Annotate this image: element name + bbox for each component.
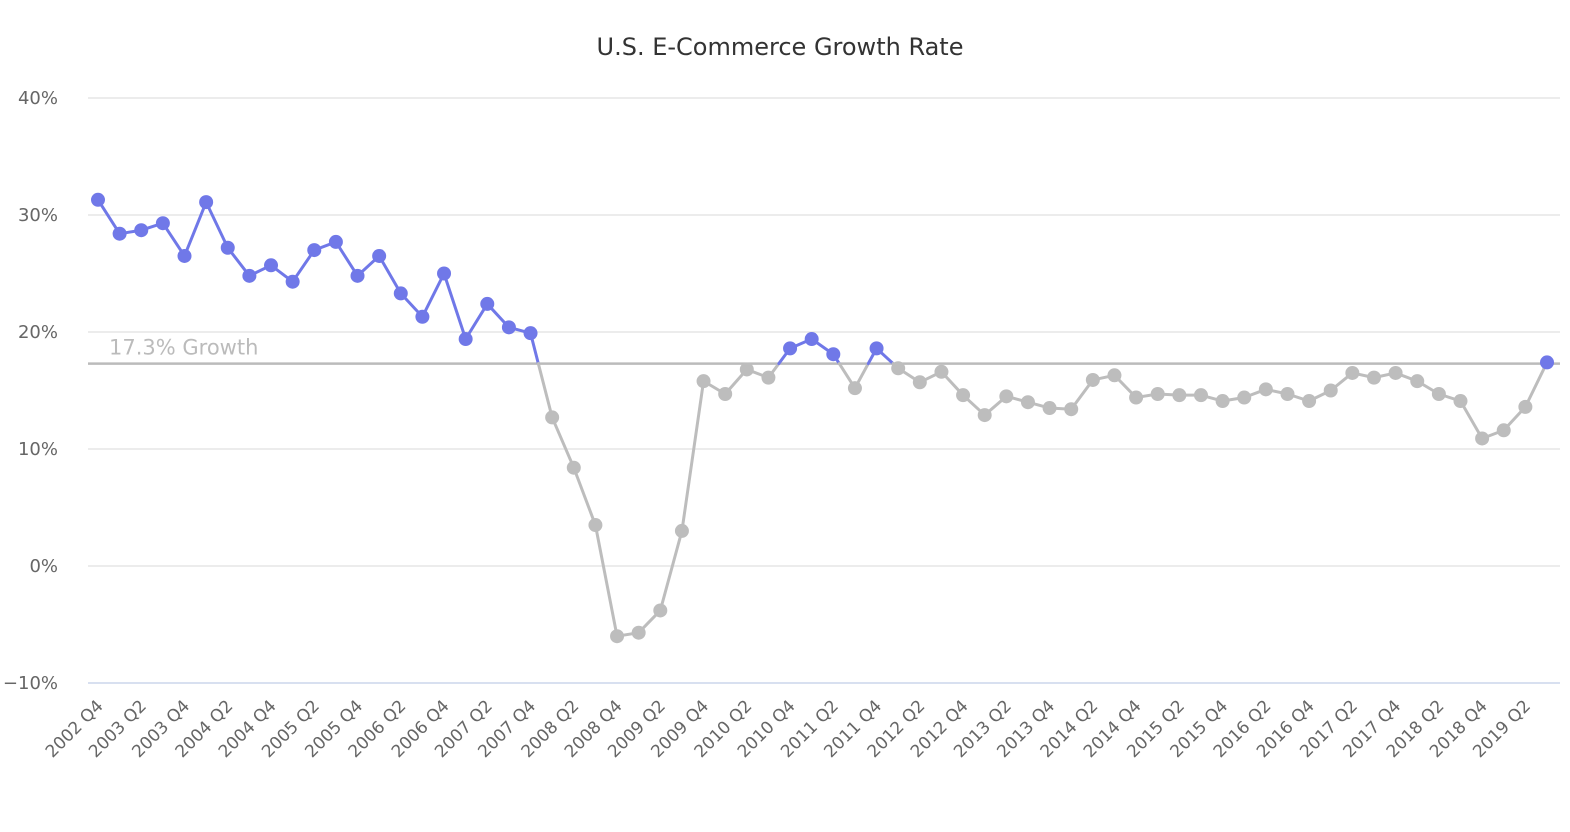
- series-points: [91, 192, 1554, 644]
- data-point[interactable]: [653, 603, 668, 618]
- data-point[interactable]: [1258, 382, 1273, 397]
- data-point[interactable]: [1453, 394, 1468, 409]
- series-segment: [572, 466, 597, 527]
- series-segment: [658, 529, 684, 612]
- data-point[interactable]: [1323, 383, 1338, 398]
- data-point[interactable]: [1410, 374, 1425, 389]
- series-segment: [377, 254, 403, 295]
- data-point[interactable]: [220, 240, 235, 255]
- data-point[interactable]: [372, 248, 387, 263]
- data-point[interactable]: [566, 460, 581, 475]
- data-point[interactable]: [393, 286, 408, 301]
- data-point[interactable]: [1280, 387, 1295, 402]
- data-point[interactable]: [718, 387, 733, 402]
- data-point[interactable]: [501, 320, 516, 335]
- data-point[interactable]: [631, 625, 646, 640]
- series-segment: [420, 272, 446, 319]
- data-point[interactable]: [696, 374, 711, 389]
- data-point[interactable]: [1042, 401, 1057, 416]
- data-point[interactable]: [1475, 431, 1490, 446]
- reference-line-label: 17.3% Growth: [109, 336, 258, 360]
- data-point[interactable]: [674, 523, 689, 538]
- data-point[interactable]: [1431, 387, 1446, 402]
- data-point[interactable]: [523, 326, 538, 341]
- data-point[interactable]: [1172, 388, 1187, 403]
- data-point[interactable]: [1302, 394, 1317, 409]
- data-point[interactable]: [480, 296, 495, 311]
- data-point[interactable]: [91, 192, 105, 207]
- series-segment: [442, 272, 468, 341]
- data-point[interactable]: [328, 234, 343, 249]
- data-point[interactable]: [458, 332, 473, 347]
- y-axis: −10% 0% 10% 20% 30% 40%: [3, 88, 58, 694]
- data-point[interactable]: [977, 408, 992, 423]
- data-point[interactable]: [891, 361, 906, 376]
- chart-title: U.S. E-Commerce Growth Rate: [597, 33, 964, 61]
- series-segment: [183, 200, 208, 258]
- data-point[interactable]: [437, 266, 452, 281]
- series-segment: [1523, 362, 1548, 409]
- data-point[interactable]: [1085, 372, 1100, 387]
- data-point[interactable]: [1107, 368, 1122, 383]
- data-point[interactable]: [804, 332, 819, 347]
- data-point[interactable]: [1215, 394, 1230, 409]
- y-tick-label: 20%: [18, 322, 58, 343]
- y-tick-label: 40%: [18, 88, 58, 109]
- data-point[interactable]: [155, 216, 170, 231]
- data-point[interactable]: [1193, 388, 1208, 403]
- data-point[interactable]: [307, 243, 322, 258]
- data-point[interactable]: [350, 268, 365, 283]
- data-point[interactable]: [242, 268, 257, 283]
- data-point[interactable]: [847, 381, 862, 396]
- data-point[interactable]: [999, 389, 1014, 404]
- data-point[interactable]: [1129, 390, 1144, 405]
- data-point[interactable]: [415, 309, 430, 324]
- series-segment: [536, 362, 554, 419]
- data-point[interactable]: [610, 629, 625, 644]
- data-point[interactable]: [761, 370, 776, 385]
- data-point[interactable]: [264, 258, 279, 273]
- series-line: [96, 198, 1549, 638]
- data-point[interactable]: [869, 341, 884, 356]
- series-segment: [204, 200, 230, 250]
- data-point[interactable]: [285, 274, 300, 289]
- data-point[interactable]: [1150, 387, 1165, 402]
- data-point[interactable]: [112, 226, 127, 241]
- y-tick-label: 30%: [18, 205, 58, 226]
- reference-line-group: 17.3% Growth: [88, 336, 1560, 365]
- data-point[interactable]: [588, 518, 603, 533]
- y-tick-label: 10%: [18, 439, 58, 460]
- data-point[interactable]: [545, 410, 560, 425]
- series-segment: [550, 415, 576, 470]
- data-point[interactable]: [1345, 365, 1360, 380]
- y-tick-label: −10%: [3, 673, 58, 694]
- y-tick-label: 0%: [29, 556, 58, 577]
- data-point[interactable]: [1366, 370, 1381, 385]
- data-point[interactable]: [1388, 365, 1403, 380]
- data-point[interactable]: [739, 362, 754, 377]
- data-point[interactable]: [783, 341, 798, 356]
- data-point[interactable]: [956, 388, 971, 403]
- series-segment: [680, 379, 706, 533]
- series-segment: [593, 523, 619, 638]
- data-point[interactable]: [199, 195, 214, 210]
- data-point[interactable]: [912, 375, 927, 390]
- data-point[interactable]: [1496, 423, 1511, 438]
- data-point[interactable]: [1237, 390, 1252, 405]
- data-point[interactable]: [177, 248, 192, 263]
- data-point[interactable]: [1540, 355, 1554, 370]
- data-point[interactable]: [1518, 399, 1533, 414]
- gridlines: [88, 97, 1560, 567]
- data-point[interactable]: [1064, 402, 1079, 417]
- data-point[interactable]: [134, 223, 149, 238]
- series-segment: [1458, 399, 1484, 440]
- data-point[interactable]: [1020, 395, 1035, 410]
- data-point[interactable]: [826, 347, 841, 362]
- data-point[interactable]: [934, 364, 949, 379]
